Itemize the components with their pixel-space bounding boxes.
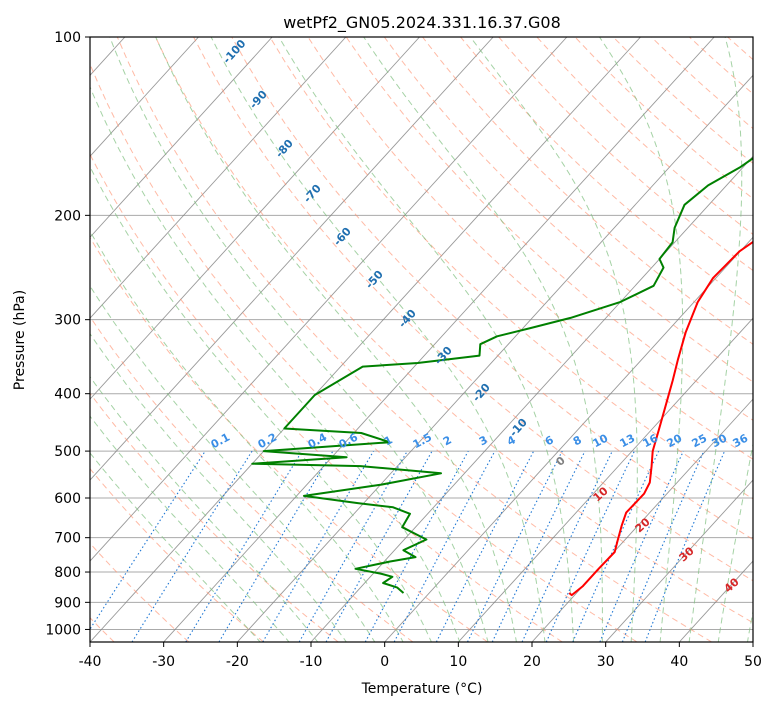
x-tick-label: -30 — [152, 654, 175, 670]
y-tick-label: 700 — [54, 531, 81, 547]
chart-title: wetPf2_GN05.2024.331.16.37.G08 — [283, 13, 561, 33]
moist-adiabat-line — [90, 85, 461, 642]
isotherm-line — [605, 479, 753, 642]
mixing-ratio-line — [185, 450, 303, 642]
moist-adiabat-line — [278, 37, 575, 642]
isotherm-line — [90, 37, 641, 642]
x-tick-label: 10 — [449, 654, 467, 670]
x-tick-label: 40 — [670, 654, 688, 670]
dry-adiabat-line — [269, 37, 753, 500]
mixing-ratio-line — [298, 450, 408, 642]
isotherm-line — [163, 37, 715, 642]
moist-adiabat-line — [717, 441, 753, 642]
moist-adiabat-line — [90, 332, 347, 642]
mixing-ratio-line — [90, 450, 206, 631]
isotherm-line — [90, 37, 568, 562]
mixing-ratio-label: 16 — [641, 431, 661, 450]
dry-adiabat-line — [90, 153, 563, 642]
mixing-ratio-label: 10 — [591, 431, 611, 450]
y-tick-label: 600 — [54, 491, 81, 507]
x-tick-label: 0 — [380, 654, 389, 670]
mixing-ratio-line — [599, 450, 684, 642]
x-tick-label: -40 — [79, 654, 102, 670]
isotherm-line — [531, 398, 753, 642]
y-tick-label: 900 — [54, 595, 81, 611]
mixing-ratio-line — [572, 450, 660, 642]
y-tick-label: 200 — [54, 208, 81, 224]
moist-adiabat-line — [109, 37, 489, 642]
moist-adiabat-line — [599, 37, 684, 642]
isotherm-line — [90, 37, 273, 238]
mixing-ratio-line — [325, 450, 433, 642]
y-tick-label: 500 — [54, 444, 81, 460]
isotherm-line — [237, 74, 753, 642]
moist-adiabat-line — [90, 375, 319, 642]
x-axis: -40 -30 -20 -10 0 10 20 30 40 50 — [79, 642, 762, 670]
dry-adiabat-line — [90, 236, 488, 642]
plot-frame — [89, 36, 754, 643]
dry-adiabat-line — [307, 37, 753, 460]
dry-adiabat-line — [90, 467, 264, 642]
dewpoint-profile — [251, 157, 753, 594]
moist-adiabat-line — [90, 284, 376, 642]
dry-adiabat-line — [116, 37, 712, 642]
mixing-ratio-line — [467, 450, 563, 642]
isotherm-line — [90, 37, 199, 157]
y-axis: 100 200 300 400 500 600 700 800 900 1000 — [45, 30, 90, 638]
y-tick-label: 1000 — [45, 622, 81, 638]
mixing-ratio-line — [131, 450, 253, 642]
mixing-ratio-line — [621, 450, 705, 642]
temperature-profile — [568, 240, 753, 597]
y-tick-label: 300 — [54, 313, 81, 329]
isotherm-line — [90, 37, 347, 319]
background-lines — [90, 37, 753, 642]
isotherm-line — [90, 37, 494, 481]
x-tick-label: -20 — [226, 654, 249, 670]
dry-adiabat-line — [90, 392, 339, 642]
mixing-ratio-label: 36 — [731, 431, 751, 450]
x-tick-label: -10 — [300, 654, 323, 670]
moist-adiabat-line — [469, 37, 638, 642]
dry-adiabat-line — [193, 37, 753, 582]
moist-adiabat-line — [90, 165, 432, 642]
mixing-ratio-label: 20 — [665, 431, 685, 450]
moist-adiabat-line — [363, 37, 603, 642]
x-tick-label: 20 — [523, 654, 541, 670]
isotherm-line — [458, 317, 753, 642]
dry-adiabat-line — [90, 542, 190, 642]
moist-adiabat-line — [210, 37, 546, 642]
moist-adiabat-line — [90, 452, 261, 642]
dry-adiabat-line — [345, 37, 753, 421]
mixing-ratio-label: 13 — [618, 432, 638, 451]
x-axis-label: Temperature (°C) — [361, 681, 483, 697]
mixing-ratio-label: 25 — [690, 432, 710, 451]
mixing-ratio-line — [644, 450, 726, 642]
isotherm-line — [384, 236, 753, 642]
dry-adiabat-line — [231, 37, 753, 540]
x-tick-label: 50 — [744, 654, 762, 670]
mixing-ratio-line — [393, 450, 496, 642]
y-axis-label: Pressure (hPa) — [12, 290, 28, 390]
moist-adiabat-line — [155, 37, 518, 642]
y-tick-label: 800 — [54, 565, 81, 581]
sounding-series — [251, 157, 753, 597]
moist-adiabat-line — [90, 230, 404, 642]
y-tick-label: 400 — [54, 387, 81, 403]
isotherm-line — [90, 37, 420, 400]
mixing-ratio-line — [364, 450, 469, 642]
x-tick-label: 30 — [597, 654, 615, 670]
dry-adiabat-line — [155, 37, 753, 624]
mixing-ratio-label: 30 — [710, 431, 730, 450]
moist-adiabat-line — [688, 37, 743, 642]
mixing-ratio-line — [435, 450, 535, 642]
y-tick-label: 100 — [54, 30, 81, 46]
